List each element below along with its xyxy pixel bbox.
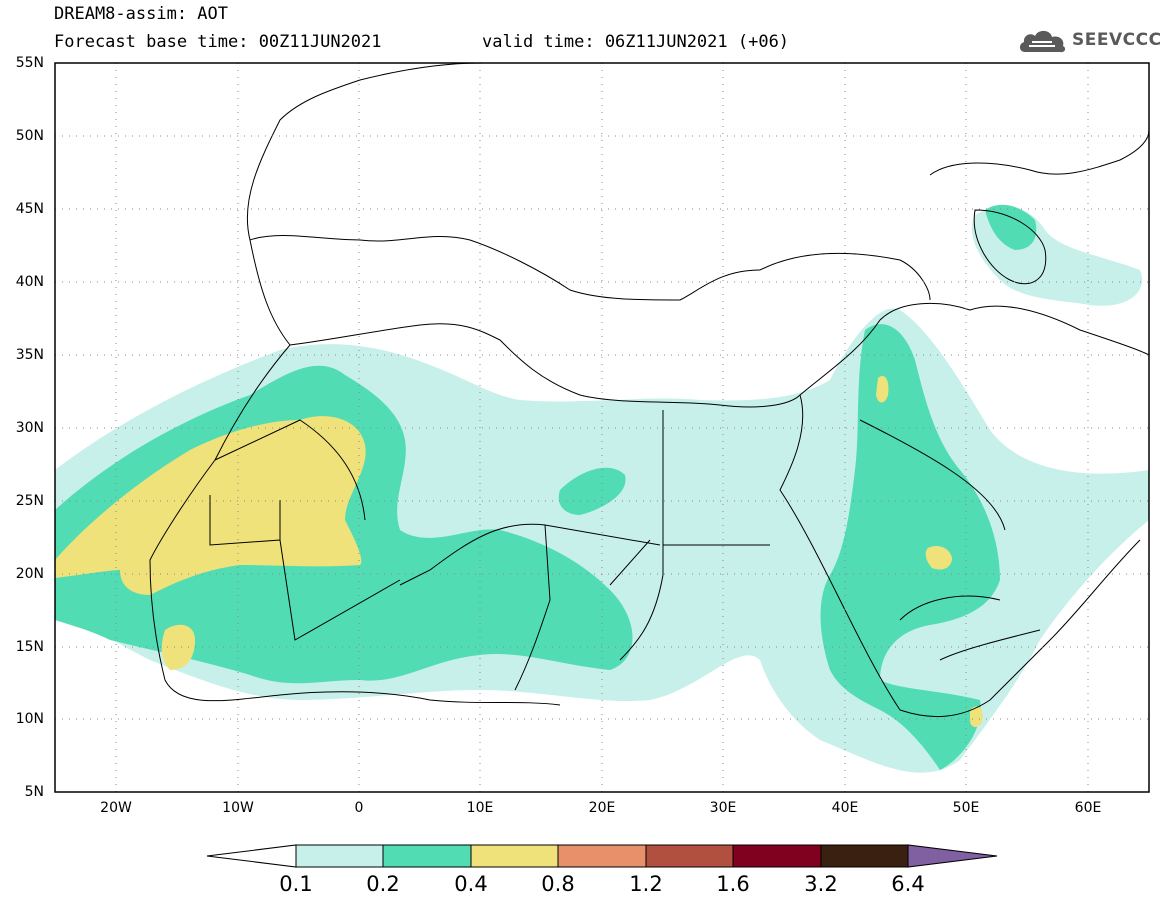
lat-label: 15N (15, 639, 44, 655)
colorbar-label: 0.1 (279, 872, 313, 896)
lon-label: 60E (1074, 800, 1102, 816)
colorbar-swatch-0.4-0.8 (470, 844, 559, 868)
lon-label: 50E (952, 800, 980, 816)
map-frame (54, 62, 1150, 793)
colorbar-under-arrow (206, 844, 297, 868)
colorbar-swatch-1.2-1.6 (645, 844, 734, 868)
aot-contour-0.4-somalia (970, 706, 983, 728)
aot-contour-0.4-iraq (876, 375, 889, 403)
valid-time: valid time: 06Z11JUN2021 (+06) (482, 32, 790, 52)
lon-label: 0 (354, 800, 364, 816)
lat-label: 40N (15, 274, 44, 290)
colorbar-label: 1.2 (629, 872, 663, 896)
aot-contour-0.4-arabia (925, 546, 952, 570)
colorbar-label: 6.4 (891, 872, 925, 896)
seevccc-logo: SEEVCCC (1017, 24, 1161, 58)
colorbar-swatch-3.2-6.4 (820, 844, 909, 868)
lat-label: 50N (15, 128, 44, 144)
coastlines (149, 63, 1149, 718)
colorbar-label: 0.4 (454, 872, 488, 896)
graticule (55, 63, 1149, 792)
colorbar-label: 0.2 (366, 872, 400, 896)
colorbar-label: 3.2 (804, 872, 838, 896)
colorbar-label: 1.6 (716, 872, 750, 896)
colorbar-swatch-0.1-0.2 (295, 844, 384, 868)
colorbar-over-arrow (907, 844, 998, 868)
lat-label: 25N (15, 493, 44, 509)
lat-label: 45N (15, 201, 44, 217)
lon-label: 20E (588, 800, 616, 816)
aot-contour-0.2-arabia (820, 324, 1000, 770)
aot-contour-0.4-senegal (161, 624, 195, 670)
cloud-icon (1019, 30, 1066, 53)
lon-label: 40E (831, 800, 859, 816)
aot-contour-0.2-caspian (985, 204, 1037, 250)
lon-label: 30E (709, 800, 737, 816)
lat-label: 5N (24, 784, 44, 800)
lat-label: 35N (15, 347, 44, 363)
colorbar-swatch-1.6-3.2 (732, 844, 822, 868)
colorbar-swatch-0.8-1.2 (557, 844, 647, 868)
lon-label: 10W (222, 800, 254, 816)
colorbar-label: 0.8 (541, 872, 575, 896)
forecast-base-time: Forecast base time: 00Z11JUN2021 (54, 32, 382, 52)
logo-text: SEEVCCC (1072, 30, 1162, 50)
lon-label: 10E (466, 800, 494, 816)
colorbar-swatch-0.2-0.4 (382, 844, 472, 868)
lat-label: 20N (15, 566, 44, 582)
colorbar (206, 844, 998, 868)
lat-label: 55N (15, 55, 44, 71)
lat-label: 30N (15, 420, 44, 436)
model-title: DREAM8-assim: AOT (54, 4, 228, 24)
lat-label: 10N (15, 711, 44, 727)
lon-label: 20W (100, 800, 132, 816)
aot-contour-0.2-ne (558, 467, 626, 515)
